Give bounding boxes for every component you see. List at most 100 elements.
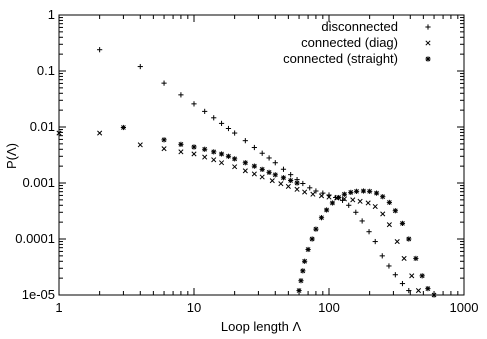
data-point	[97, 130, 103, 136]
data-point	[300, 268, 306, 274]
data-point	[251, 144, 257, 151]
data-point	[302, 189, 308, 195]
data-point	[379, 253, 385, 259]
x-tick-label: 1000	[450, 300, 479, 315]
data-point	[318, 215, 325, 221]
data-point	[353, 188, 360, 194]
data-point	[218, 120, 225, 126]
data-point	[380, 211, 386, 217]
data-point	[359, 218, 365, 224]
data-point	[336, 194, 342, 201]
data-point	[307, 185, 313, 191]
data-point	[386, 222, 392, 228]
data-point	[191, 144, 197, 150]
data-point	[318, 193, 325, 199]
data-point	[211, 115, 217, 121]
data-point	[380, 194, 386, 200]
data-point	[419, 273, 425, 279]
legend-label: disconnected	[321, 19, 398, 34]
data-point	[350, 197, 356, 203]
data-point	[120, 124, 127, 131]
data-point	[161, 146, 167, 152]
data-point	[313, 188, 319, 194]
data-point	[309, 236, 315, 242]
data-point	[409, 273, 415, 279]
data-point	[415, 288, 422, 294]
data-point	[341, 196, 347, 202]
data-point	[259, 166, 265, 172]
plot-frame	[58, 14, 465, 296]
data-point	[298, 278, 304, 284]
data-point	[294, 180, 300, 186]
legend-label: connected (diag)	[301, 35, 398, 50]
data-point	[225, 125, 232, 132]
data-point	[394, 239, 400, 245]
series-connected-straight	[120, 124, 437, 298]
y-axis-title: P(Λ)	[4, 143, 19, 169]
data-point	[225, 153, 232, 159]
data-point	[341, 191, 347, 197]
data-point	[242, 160, 248, 166]
data-points	[56, 47, 437, 298]
data-point	[161, 137, 167, 143]
legend-marker	[425, 24, 431, 30]
y-tick-label: 1	[48, 7, 55, 22]
data-point	[202, 146, 208, 152]
data-point	[280, 166, 287, 172]
data-point	[326, 194, 332, 200]
data-point	[259, 150, 265, 156]
data-point	[178, 92, 184, 98]
y-tick-label: 1e-05	[22, 287, 55, 302]
data-point	[324, 207, 330, 213]
legend-marker	[425, 40, 431, 46]
data-point	[191, 101, 197, 107]
data-point	[425, 286, 431, 292]
data-point	[285, 183, 291, 189]
data-point	[392, 272, 398, 278]
legend-label: connected (straight)	[283, 51, 398, 66]
data-point	[373, 190, 380, 196]
data-point	[137, 63, 143, 70]
y-tick-label: 0.1	[37, 63, 55, 78]
series-connected-diag	[56, 130, 422, 294]
data-point	[296, 287, 302, 294]
data-point	[218, 151, 225, 157]
x-tick-label: 10	[187, 300, 201, 315]
data-point	[431, 292, 437, 298]
data-point	[232, 130, 238, 136]
series-disconnected	[97, 47, 412, 294]
data-point	[251, 163, 257, 169]
data-point	[272, 172, 278, 178]
data-point	[305, 246, 311, 253]
data-point	[399, 220, 406, 226]
y-tick-label: 0.001	[22, 175, 55, 190]
data-point	[278, 181, 284, 187]
data-point	[266, 155, 272, 161]
data-point	[266, 169, 272, 175]
data-point	[219, 160, 225, 166]
data-point	[406, 287, 412, 294]
data-point	[310, 191, 316, 197]
data-point	[302, 258, 308, 264]
data-point	[242, 168, 248, 174]
data-point	[288, 177, 294, 184]
data-point	[232, 156, 238, 162]
data-point	[56, 130, 62, 136]
x-tick-label: 100	[318, 300, 340, 315]
data-point	[313, 226, 319, 232]
data-point	[346, 202, 352, 208]
data-point	[348, 189, 354, 195]
axis-ticks: 1 10 100 1000 1 0.1 0.01 0.001 0.0001 1e-05	[15, 7, 478, 315]
data-point	[202, 108, 208, 114]
data-point	[367, 188, 373, 194]
y-tick-label: 0.01	[30, 119, 55, 134]
y-tick-label: 0.0001	[15, 231, 55, 246]
data-point	[357, 198, 363, 204]
data-point	[300, 180, 306, 187]
data-point	[294, 186, 300, 192]
data-point	[329, 200, 336, 206]
data-point	[372, 203, 378, 210]
data-point	[392, 208, 398, 214]
data-point	[365, 200, 371, 206]
